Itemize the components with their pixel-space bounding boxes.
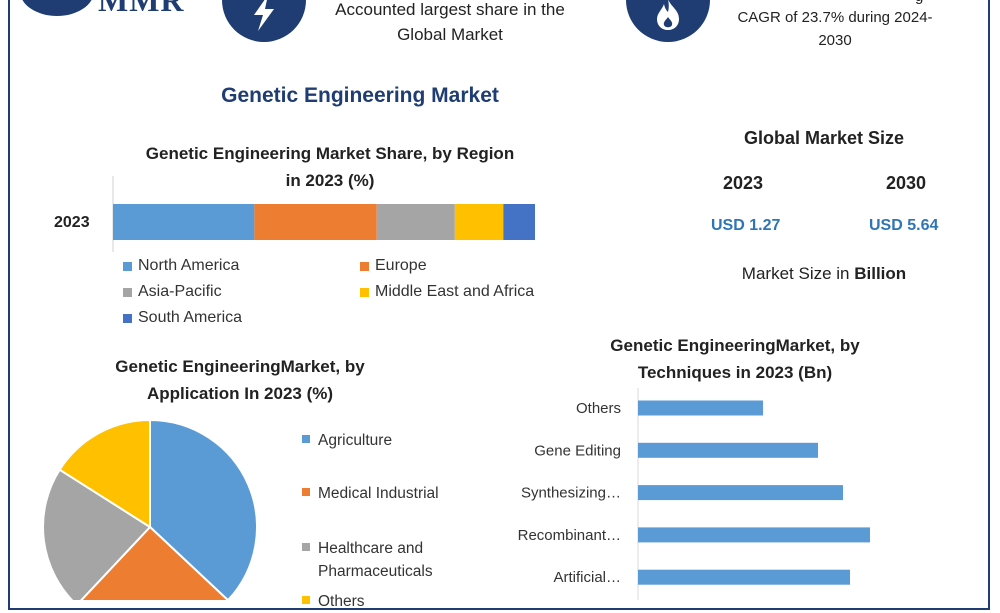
market-size-year-2023: 2023	[723, 173, 764, 193]
application-legend-label: Medical Industrial	[318, 485, 439, 502]
application-legend-label: Agriculture	[318, 432, 393, 449]
region-bar-segment-asia-pacific	[376, 204, 455, 240]
application-legend-swatch	[302, 487, 310, 496]
technique-label-recombinant: Recombinant…	[518, 527, 621, 544]
region-chart-title-line-1: Genetic Engineering Market Share, by Reg…	[145, 144, 515, 163]
technique-bar-synthesizing	[638, 485, 843, 501]
region-legend-swatch	[123, 261, 132, 271]
header-card-2-line-2: 2030	[818, 32, 852, 49]
technique-label-artificial: Artificial…	[553, 569, 621, 586]
application-legend-item-medical-industrial: Medical Industrial	[302, 482, 439, 505]
techniques-chart-title: Genetic EngineeringMarket, by Techniques…	[540, 332, 930, 386]
technique-bar-others	[638, 400, 763, 416]
header-card-1-line-2: Global Market	[397, 25, 503, 44]
region-legend-swatch	[123, 313, 132, 323]
application-legend-swatch	[302, 434, 310, 443]
application-legend-swatch	[302, 542, 310, 551]
application-legend-label: Pharmaceuticals	[318, 563, 433, 580]
region-legend-label: Asia-Pacific	[138, 283, 222, 300]
region-bar-segment-south-america	[503, 204, 535, 240]
header-card-1-text: Accounted largest share in the Global Ma…	[300, 0, 600, 47]
region-legend-label: Europe	[375, 257, 427, 274]
application-legend-item-others: Others	[302, 590, 365, 613]
technique-label-gene-editing: Gene Editing	[534, 442, 621, 459]
region-legend-swatch	[360, 287, 369, 297]
logo-emblem	[20, 0, 94, 16]
pie-slice-healthcare-and-pharmaceuticals	[42, 468, 152, 600]
logo-text: MMR	[98, 0, 185, 18]
market-size-title: Global Market Size	[743, 128, 905, 148]
region-legend-swatch	[123, 287, 132, 297]
technique-label-others: Others	[576, 400, 621, 417]
pie-slice-others	[58, 418, 151, 529]
region-bar-segment-europe	[254, 204, 377, 240]
page-title: Genetic Engineering Market	[221, 84, 499, 107]
region-chart-title-line-2: in 2023 (%)	[285, 171, 375, 190]
header-card-2-text: CAGR of 23.7% during 2024- 2030	[700, 6, 970, 52]
region-legend-item-middle-east-and-africa: Middle East and Africa	[360, 283, 534, 301]
region-legend-item-europe: Europe	[360, 257, 427, 275]
region-stacked-bar-chart: 2023	[54, 176, 535, 252]
market-size-year-2030: 2030	[886, 173, 927, 193]
region-bar-segment-north-america	[113, 204, 255, 240]
technique-bar-gene-editing	[638, 442, 818, 458]
region-legend-item-asia-pacific: Asia-Pacific	[123, 283, 222, 301]
technique-bar-artificial	[638, 569, 850, 585]
region-legend-label: Middle East and Africa	[375, 283, 535, 300]
market-size-unit-note: Market Size in Billion	[690, 264, 958, 284]
region-legend-swatch	[360, 261, 369, 271]
application-chart-title-line-1: Genetic EngineeringMarket, by	[115, 357, 365, 376]
application-legend-item-healthcare-and-pharmaceuticals: Healthcare and Pharmaceuticals	[302, 537, 433, 583]
pie-slice-medical-industrial	[80, 525, 230, 600]
region-legend-label: South America	[138, 309, 243, 326]
region-bar-segment-middle-east-and-africa	[454, 204, 504, 240]
region-chart-title: Genetic Engineering Market Share, by Reg…	[100, 140, 560, 194]
application-chart-title: Genetic EngineeringMarket, by Applicatio…	[60, 353, 420, 407]
technique-label-synthesizing: Synthesizing…	[521, 485, 621, 502]
region-legend-label: North America	[138, 257, 240, 274]
application-legend-label: Healthcare and	[318, 540, 424, 557]
application-legend-label: Others	[318, 593, 365, 610]
market-size-value-2023: USD 1.27	[711, 217, 781, 234]
region-legend-item-north-america: North America	[123, 257, 239, 275]
technique-bar-recombinant	[638, 527, 870, 543]
pie-slice-agriculture	[149, 418, 258, 600]
techniques-bar-chart: Others Gene Editing Synthesizing… Recombina…	[518, 388, 870, 600]
region-legend-item-south-america: South America	[123, 309, 242, 327]
application-pie-chart	[42, 418, 258, 600]
header-card-2-partial: g	[915, 0, 923, 5]
market-size-value-2030: USD 5.64	[869, 217, 939, 234]
techniques-chart-title-line-2: Techniques in 2023 (Bn)	[637, 363, 833, 382]
region-category-label: 2023	[54, 214, 90, 231]
header-card-1-line-1: Accounted largest share in the	[335, 0, 565, 19]
techniques-chart-title-line-1: Genetic EngineeringMarket, by	[610, 336, 860, 355]
header-card-2-line-1: CAGR of 23.7% during 2024-	[737, 9, 933, 26]
market-size-unit-bold: Billion	[854, 264, 907, 283]
application-chart-title-line-2: Application In 2023 (%)	[146, 384, 334, 403]
market-size-unit-prefix: Market Size in	[741, 264, 855, 283]
application-legend-item-agriculture: Agriculture	[302, 429, 392, 452]
